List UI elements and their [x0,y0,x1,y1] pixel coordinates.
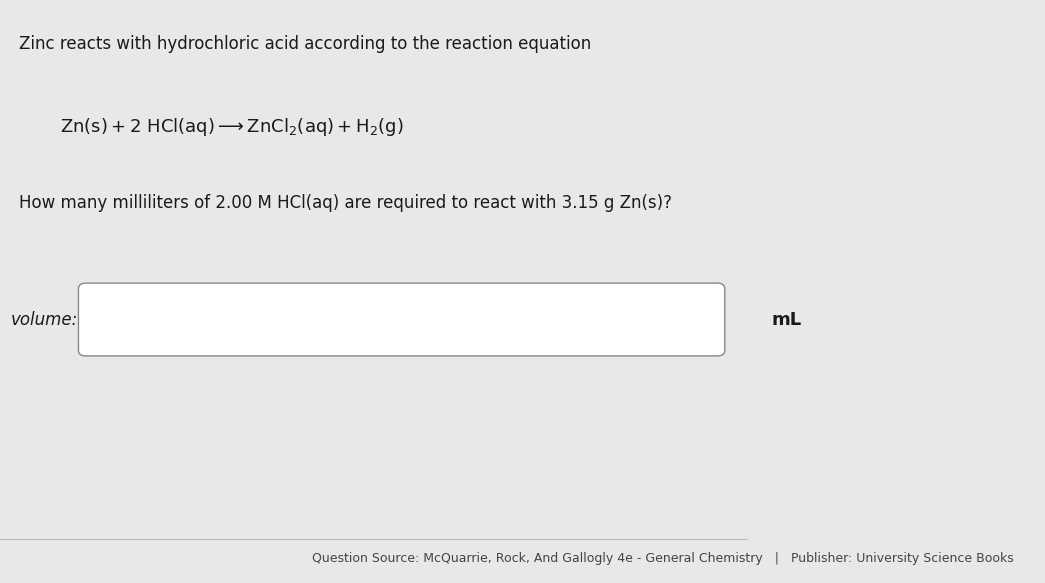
FancyBboxPatch shape [78,283,725,356]
Text: Zinc reacts with hydrochloric acid according to the reaction equation: Zinc reacts with hydrochloric acid accor… [19,35,590,53]
Text: How many milliliters of 2.00 M HCl(aq) are required to react with 3.15 g Zn(s)?: How many milliliters of 2.00 M HCl(aq) a… [19,194,672,212]
Text: Question Source: McQuarrie, Rock, And Gallogly 4e - General Chemistry   |   Publ: Question Source: McQuarrie, Rock, And Ga… [311,553,1014,566]
Text: $\mathrm{Zn(s) + 2\ HCl(aq) \longrightarrow ZnCl_2(aq) + H_2(g)}$: $\mathrm{Zn(s) + 2\ HCl(aq) \longrightar… [60,116,403,138]
Text: volume:: volume: [11,311,78,328]
Text: mL: mL [771,311,802,328]
